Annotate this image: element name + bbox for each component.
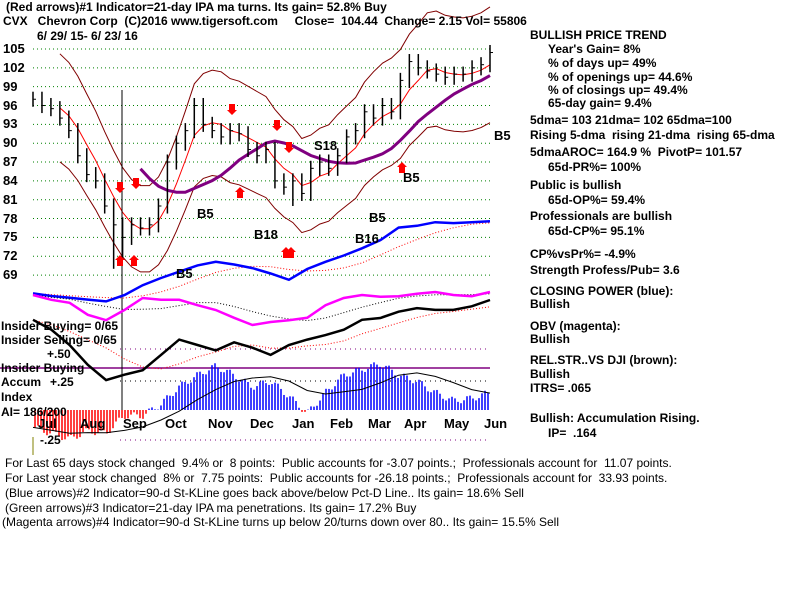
x-tick-label: Apr (404, 416, 427, 431)
footer-65day: For Last 65 days stock changed 9.4% or 8… (5, 456, 672, 470)
x-tick-label: Feb (330, 416, 354, 431)
public-status: Public is bullish (530, 178, 622, 192)
red-up-arrow-icon (129, 255, 139, 266)
y-tick-label: 105 (3, 41, 25, 56)
cp-percent: 65d-CP%= 95.1% (548, 224, 645, 238)
signal-label: B5 (176, 266, 193, 281)
x-tick-label: Jun (484, 416, 508, 431)
insider-selling: Insider Selling= 0/65 (1, 333, 117, 347)
ip-value: IP= .164 (548, 426, 597, 440)
signal-label: B5 (369, 210, 386, 225)
y-tick-label: 93 (3, 116, 18, 132)
insider-buying-2: Insider Buying (1, 361, 85, 375)
x-tick-label: Sep (123, 416, 147, 431)
op-percent: 65d-OP%= 59.4% (548, 193, 646, 207)
obv-status: Bullish (530, 332, 571, 346)
signal-label: S18 (314, 138, 338, 153)
professionals-status: Professionals are bullish (530, 209, 673, 223)
rel-strength-status: Bullish (530, 367, 571, 381)
closing-power-title: CLOSING POWER (blue): (530, 284, 674, 298)
rel-strength-title: REL.STR..VS DJI (brown): (530, 353, 678, 367)
signal-label: B16 (355, 231, 379, 246)
date-range: 6/ 29/ 15- 6/ 23/ 16 (37, 29, 138, 43)
x-tick-label: Mar (368, 416, 392, 431)
cp-vs-pr: CP%vsPr%= -4.9% (530, 247, 636, 261)
footer-blue-arrows: (Blue arrows)#2 Indicator=90-d St-KLine … (5, 486, 524, 500)
pr-percent: 65d-PR%= 100% (548, 160, 642, 174)
red-up-arrow-icon (286, 247, 296, 258)
lower-band (59, 122, 491, 273)
y-tick-label: 96 (3, 97, 18, 113)
signal-label: B18 (254, 227, 278, 242)
y-tick-label: 69 (3, 267, 18, 283)
x-tick-label: Jul (38, 416, 57, 431)
red-up-arrow-icon (235, 187, 245, 198)
obv-ma (32, 293, 491, 322)
upper-band (59, 6, 491, 187)
plus-50-label: +.50 (47, 347, 71, 361)
x-tick-label: Dec (250, 416, 274, 431)
y-tick-label: 75 (3, 229, 18, 245)
ai-value: AI= 186/200 (1, 405, 67, 419)
y-tick-label: 84 (3, 172, 18, 188)
y-tick-label: 87 (3, 154, 18, 170)
footer-year: For Last year stock changed 8% or 7.75 p… (5, 471, 668, 485)
red-down-arrow-icon (131, 178, 141, 189)
red-down-arrow-icon (272, 120, 282, 131)
obv-line (32, 290, 491, 327)
accum-label: Accum (1, 375, 42, 389)
gain-65: 65-day gain= 9.4% (548, 96, 652, 110)
y-tick-label: 81 (3, 191, 18, 207)
strength-ratio: Strength Profess/Pub= 3.6 (530, 263, 680, 277)
y-tick-label: 72 (3, 248, 18, 264)
index-label: Index (1, 390, 33, 404)
obv-title: OBV (magenta): (530, 319, 621, 333)
plus-25-label: +.25 (50, 375, 74, 389)
x-tick-label: May (444, 416, 470, 431)
x-tick-label: Jan (292, 416, 315, 431)
red-down-arrow-icon (115, 182, 125, 193)
dma-rising: Rising 5-dma rising 21-dma rising 65-dma (530, 128, 775, 142)
y-tick-label: 99 (3, 78, 18, 94)
red-down-arrow-icon (284, 142, 294, 153)
y-tick-label: 78 (3, 210, 18, 226)
trend-title: BULLISH PRICE TREND (530, 28, 667, 42)
closings-up: % of closings up= 49.4% (548, 83, 688, 97)
signal-label: B5 (403, 170, 420, 185)
footer-green-arrows: (Green arrows)#3 Indicator=21-day IPA ma… (5, 501, 417, 515)
accum-ma (32, 372, 491, 434)
x-tick-label: Nov (208, 416, 233, 431)
ma65-line (139, 74, 491, 194)
signal-label: B5 (197, 206, 214, 221)
header-quote: CVX Chevron Corp (C)2016 www.tigersoft.c… (3, 14, 527, 28)
minus-25-label: -.25 (40, 433, 61, 447)
openings-up: % of openings up= 44.6% (548, 70, 693, 84)
aroc-pivot: 5dmaAROC= 164.9 % PivotP= 101.57 (530, 145, 743, 159)
accumulation-status: Bullish: Accumulation Rising. (530, 411, 700, 425)
closing-power-line (32, 220, 491, 303)
insider-buying: Insider Buying= 0/65 (1, 319, 119, 333)
header-indicator-1: (Red arrows)#1 Indicator=21-day IPA ma t… (6, 0, 387, 14)
days-up: % of days up= 49% (548, 56, 657, 70)
years-gain: Year's Gain= 8% (548, 42, 641, 56)
red-down-arrow-icon (227, 104, 237, 115)
itrs-value: ITRS= .065 (530, 381, 592, 395)
x-tick-label: Oct (165, 416, 187, 431)
y-tick-label: 90 (3, 135, 18, 151)
dma-values: 5dma= 103 21dma= 102 65dma=100 (530, 113, 732, 127)
signal-label: B5 (494, 128, 511, 143)
red-up-arrow-icon (397, 162, 407, 173)
footer-magenta-arrows: (Magenta arrows)#4 Indicator=90-d St-KLi… (2, 515, 559, 529)
closing-power-status: Bullish (530, 297, 571, 311)
rel-strength-line (32, 298, 491, 382)
x-tick-label: Aug (80, 416, 106, 431)
red-up-arrow-icon (115, 255, 125, 266)
y-tick-label: 102 (3, 59, 25, 75)
